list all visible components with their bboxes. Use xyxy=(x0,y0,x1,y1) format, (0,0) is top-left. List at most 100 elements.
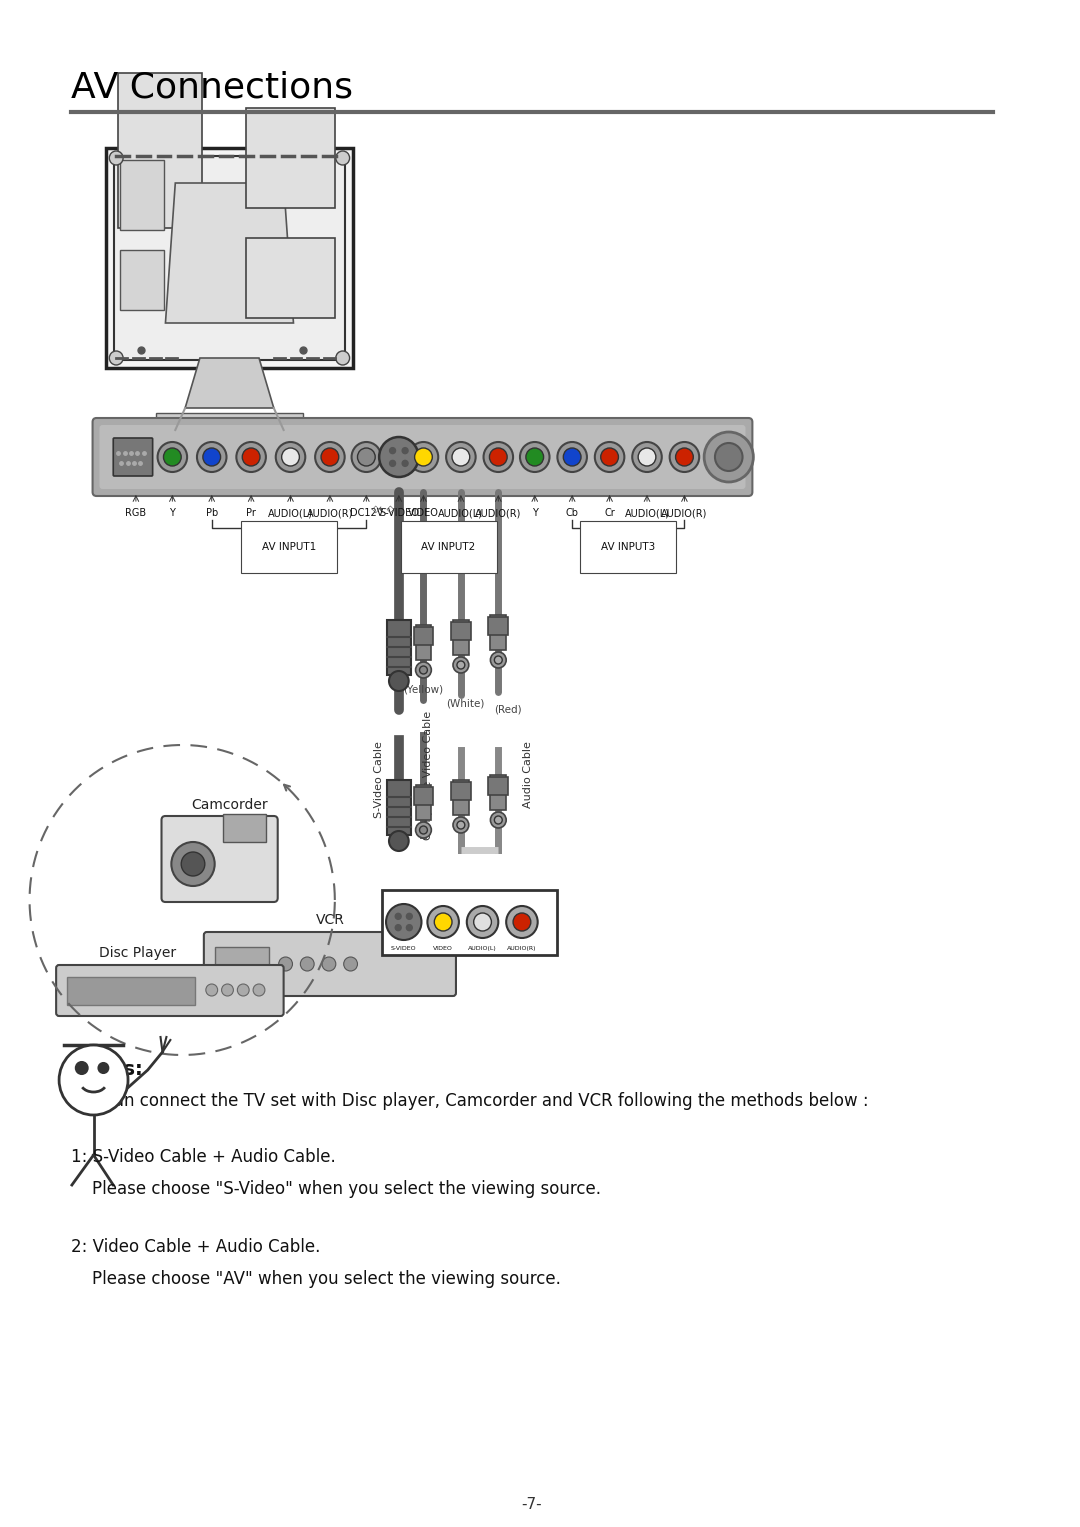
Text: Cb: Cb xyxy=(566,508,579,518)
Circle shape xyxy=(600,447,619,466)
Text: Camcorder: Camcorder xyxy=(191,799,268,812)
Circle shape xyxy=(279,957,293,971)
Circle shape xyxy=(474,913,491,931)
Bar xyxy=(246,108,335,208)
Bar xyxy=(387,780,410,835)
Text: AUDIO(R): AUDIO(R) xyxy=(475,508,522,518)
Bar xyxy=(416,625,431,660)
Text: AUDIO(L): AUDIO(L) xyxy=(468,947,497,951)
Bar xyxy=(451,621,471,640)
Bar xyxy=(215,947,269,985)
Circle shape xyxy=(206,983,218,996)
FancyBboxPatch shape xyxy=(56,965,284,1015)
Text: (Yellow): (Yellow) xyxy=(404,686,444,695)
Bar xyxy=(156,412,303,428)
Circle shape xyxy=(242,447,260,466)
Text: Pr: Pr xyxy=(246,508,256,518)
Text: AUDIO(R): AUDIO(R) xyxy=(508,947,537,951)
Circle shape xyxy=(275,441,306,472)
Circle shape xyxy=(336,351,350,365)
Text: You can connect the TV set with Disc player, Camcorder and VCR following the met: You can connect the TV set with Disc pla… xyxy=(71,1092,868,1110)
Circle shape xyxy=(158,441,187,472)
Circle shape xyxy=(564,447,581,466)
Text: Pb: Pb xyxy=(205,508,218,518)
Circle shape xyxy=(181,852,205,876)
Circle shape xyxy=(390,447,395,454)
Circle shape xyxy=(300,957,314,971)
Text: (Red): (Red) xyxy=(495,705,522,715)
Text: S-VIDEO: S-VIDEO xyxy=(379,508,419,518)
Bar xyxy=(453,620,469,655)
Bar xyxy=(222,814,266,841)
Text: Audio Cable: Audio Cable xyxy=(523,742,532,808)
FancyBboxPatch shape xyxy=(93,418,753,496)
Text: AUDIO(L): AUDIO(L) xyxy=(438,508,484,518)
Bar xyxy=(451,782,471,800)
Text: Y: Y xyxy=(170,508,175,518)
Circle shape xyxy=(638,447,656,466)
Circle shape xyxy=(428,906,459,938)
Circle shape xyxy=(489,447,508,466)
Bar xyxy=(118,73,202,228)
Text: VIDEO: VIDEO xyxy=(433,947,454,951)
Text: Disc Player: Disc Player xyxy=(99,947,176,960)
Circle shape xyxy=(389,831,408,851)
Circle shape xyxy=(632,441,662,472)
Circle shape xyxy=(109,151,123,165)
Bar xyxy=(106,148,352,368)
Text: AV Connections: AV Connections xyxy=(71,70,353,104)
Circle shape xyxy=(315,441,345,472)
Bar xyxy=(488,777,509,796)
Circle shape xyxy=(676,447,693,466)
Text: DC12V: DC12V xyxy=(350,508,383,518)
Polygon shape xyxy=(165,183,294,324)
Circle shape xyxy=(321,447,339,466)
Circle shape xyxy=(109,351,123,365)
Circle shape xyxy=(408,441,438,472)
Circle shape xyxy=(406,913,413,919)
Bar xyxy=(416,785,431,820)
Circle shape xyxy=(379,437,419,476)
Bar xyxy=(488,617,509,635)
Circle shape xyxy=(357,447,375,466)
Text: Notes:: Notes: xyxy=(71,1060,143,1080)
Bar xyxy=(414,628,433,644)
Circle shape xyxy=(336,151,350,165)
Bar xyxy=(67,977,195,1005)
Bar xyxy=(387,620,410,675)
Text: VIDEO: VIDEO xyxy=(408,508,438,518)
Text: Composite Video Cable: Composite Video Cable xyxy=(423,710,433,840)
Circle shape xyxy=(467,906,498,938)
Circle shape xyxy=(457,661,464,669)
Circle shape xyxy=(670,441,699,472)
Circle shape xyxy=(490,652,507,667)
Circle shape xyxy=(237,441,266,472)
Circle shape xyxy=(402,460,408,466)
Circle shape xyxy=(457,822,464,829)
Text: Y: Y xyxy=(531,508,538,518)
Text: AV INPUT2: AV INPUT2 xyxy=(421,542,475,551)
Circle shape xyxy=(76,1061,87,1073)
Circle shape xyxy=(495,815,502,825)
Text: S-VIDEO: S-VIDEO xyxy=(391,947,417,951)
Circle shape xyxy=(406,925,413,930)
Text: RGB: RGB xyxy=(125,508,147,518)
Circle shape xyxy=(59,1044,129,1115)
Circle shape xyxy=(389,670,408,692)
Circle shape xyxy=(526,447,543,466)
Circle shape xyxy=(98,1063,108,1073)
Circle shape xyxy=(419,826,428,834)
Text: 1: S-Video Cable + Audio Cable.: 1: S-Video Cable + Audio Cable. xyxy=(71,1148,336,1167)
Circle shape xyxy=(434,913,453,931)
Text: AUDIO(R): AUDIO(R) xyxy=(307,508,353,518)
Text: Please choose "S-Video" when you select the viewing source.: Please choose "S-Video" when you select … xyxy=(71,1180,600,1199)
Text: AUDIO(L): AUDIO(L) xyxy=(624,508,670,518)
Circle shape xyxy=(453,447,470,466)
Circle shape xyxy=(513,913,530,931)
FancyBboxPatch shape xyxy=(113,438,152,476)
Circle shape xyxy=(203,447,220,466)
Text: VCR: VCR xyxy=(315,913,345,927)
Circle shape xyxy=(386,904,421,941)
Circle shape xyxy=(557,441,586,472)
Circle shape xyxy=(253,983,265,996)
